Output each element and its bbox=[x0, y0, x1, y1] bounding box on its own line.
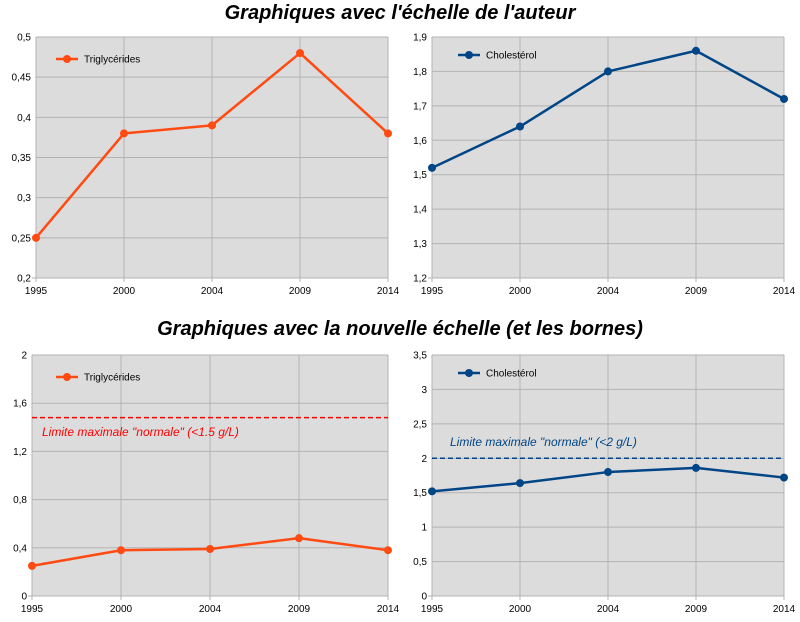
legend-label: Triglycérides bbox=[84, 55, 140, 66]
y-tick-label: 1,4 bbox=[413, 205, 427, 216]
data-point bbox=[780, 94, 788, 103]
data-point bbox=[780, 473, 788, 482]
reference-line-label: Limite maximale "normale" (<2 g/L) bbox=[450, 435, 637, 449]
y-tick-label: 1,6 bbox=[13, 399, 27, 410]
y-tick-label: 1 bbox=[421, 523, 427, 534]
data-point bbox=[295, 534, 303, 543]
data-point bbox=[384, 546, 392, 555]
legend-label: Cholestérol bbox=[486, 369, 537, 380]
x-tick-label: 2000 bbox=[113, 286, 136, 297]
x-tick-label: 1995 bbox=[21, 604, 44, 615]
x-tick-label: 1995 bbox=[421, 286, 444, 297]
x-tick-label: 2004 bbox=[201, 286, 224, 297]
legend-marker bbox=[465, 51, 473, 59]
y-tick-label: 3 bbox=[421, 385, 427, 396]
y-tick-label: 1,5 bbox=[413, 488, 427, 499]
data-point bbox=[692, 463, 700, 472]
reference-line-label: Limite maximale "normale" (<1.5 g/L) bbox=[42, 425, 239, 439]
y-tick-label: 0,3 bbox=[17, 193, 31, 204]
data-point bbox=[604, 67, 612, 76]
x-tick-label: 2014 bbox=[377, 604, 400, 615]
y-tick-label: 1,3 bbox=[413, 239, 427, 250]
x-tick-label: 2004 bbox=[199, 604, 222, 615]
data-point bbox=[384, 129, 392, 138]
chart-top-right: 1,2 1,3 1,4 1,5 1,6 1,7 1,8 1,9 1995 2000 2004 2009… bbox=[413, 33, 795, 298]
x-tick-label: 2009 bbox=[685, 604, 708, 615]
y-tick-label: 0,25 bbox=[12, 233, 32, 244]
x-tick-label: 2000 bbox=[509, 604, 532, 615]
x-tick-label: 2004 bbox=[597, 286, 620, 297]
y-tick-label: 0,4 bbox=[17, 113, 31, 124]
legend-marker bbox=[465, 369, 473, 377]
legend-label: Cholestérol bbox=[486, 51, 537, 62]
x-tick-label: 2004 bbox=[597, 604, 620, 615]
data-point bbox=[428, 163, 436, 172]
x-tick-label: 2014 bbox=[773, 604, 796, 615]
section-title-author-scale: Graphiques avec l'échelle de l'auteur bbox=[224, 2, 576, 24]
y-tick-label: 1,7 bbox=[413, 101, 427, 112]
data-point bbox=[516, 479, 524, 488]
y-tick-label: 0 bbox=[421, 592, 427, 603]
x-tick-label: 2000 bbox=[110, 604, 133, 615]
y-tick-label: 0,4 bbox=[13, 543, 27, 554]
data-point bbox=[32, 233, 40, 242]
y-tick-label: 0 bbox=[21, 592, 27, 603]
y-tick-label: 1,2 bbox=[13, 447, 27, 458]
data-point bbox=[428, 487, 436, 496]
y-tick-label: 1,6 bbox=[413, 136, 427, 147]
y-tick-label: 2 bbox=[421, 454, 427, 465]
y-tick-label: 3,5 bbox=[413, 351, 427, 362]
data-point bbox=[208, 121, 216, 130]
data-point bbox=[296, 49, 304, 58]
x-tick-label: 2009 bbox=[288, 604, 311, 615]
legend-label: Triglycérides bbox=[84, 373, 140, 384]
chart-top-left: 0,2 0,25 0,3 0,35 0,4 0,45 0,5 1995 2000 2004 2009… bbox=[12, 33, 400, 298]
data-point bbox=[206, 545, 214, 554]
y-tick-label: 0,2 bbox=[17, 274, 31, 285]
y-tick-label: 1,9 bbox=[413, 33, 427, 44]
x-tick-label: 2009 bbox=[685, 286, 708, 297]
x-tick-label: 2000 bbox=[509, 286, 532, 297]
y-tick-label: 0,5 bbox=[413, 557, 427, 568]
y-tick-label: 0,35 bbox=[12, 153, 32, 164]
data-point bbox=[692, 46, 700, 55]
y-tick-label: 0,45 bbox=[12, 73, 32, 84]
x-tick-label: 1995 bbox=[421, 604, 444, 615]
data-point bbox=[120, 129, 128, 138]
x-tick-label: 1995 bbox=[25, 286, 48, 297]
data-point bbox=[516, 122, 524, 131]
y-tick-label: 0,5 bbox=[17, 33, 31, 44]
data-point bbox=[28, 561, 36, 570]
chart-bottom-left: 0 0,4 0,8 1,2 1,6 2 1995 2000 2004 2009 2014 Limite… bbox=[13, 351, 399, 616]
y-tick-label: 2,5 bbox=[413, 419, 427, 430]
legend-marker bbox=[63, 373, 71, 381]
y-tick-label: 0,8 bbox=[13, 495, 27, 506]
data-point bbox=[117, 546, 125, 555]
x-tick-label: 2009 bbox=[289, 286, 312, 297]
y-tick-label: 1,2 bbox=[413, 274, 427, 285]
x-tick-label: 2014 bbox=[377, 286, 400, 297]
data-point bbox=[604, 468, 612, 477]
y-tick-label: 1,5 bbox=[413, 170, 427, 181]
y-tick-label: 2 bbox=[21, 351, 27, 362]
section-title-new-scale: Graphiques avec la nouvelle échelle (et … bbox=[157, 318, 643, 340]
y-tick-label: 1,8 bbox=[413, 67, 427, 78]
chart-bottom-right: 0 0,5 1 1,5 2 2,5 3 3,5 1995 2000 2004 2009 2014 Limi… bbox=[413, 351, 795, 616]
x-tick-label: 2014 bbox=[773, 286, 796, 297]
legend-marker bbox=[63, 55, 71, 63]
